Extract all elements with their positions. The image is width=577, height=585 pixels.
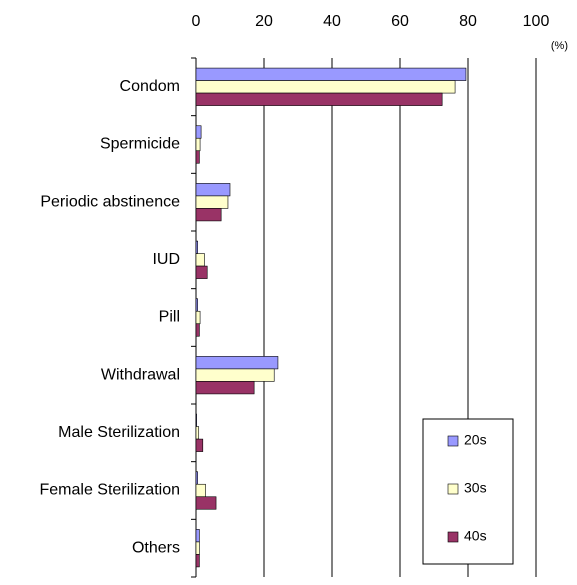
bar <box>195 368 275 382</box>
bar <box>195 471 198 485</box>
bar <box>195 208 222 222</box>
legend-label: 20s <box>464 432 487 448</box>
bar <box>195 298 198 312</box>
legend-box <box>422 418 514 565</box>
bar <box>195 137 201 152</box>
y-tick-label: Male Sterilization <box>58 424 180 441</box>
y-tick-label: Periodic abstinence <box>40 193 180 210</box>
x-tick-label: 80 <box>459 13 477 30</box>
y-tick-label: Pill <box>159 309 180 326</box>
bar <box>195 310 201 325</box>
legend-swatch <box>447 483 459 495</box>
legend-swatch <box>447 435 459 447</box>
bar <box>195 529 200 543</box>
legend-label: 40s <box>464 528 487 544</box>
bar <box>195 356 279 370</box>
bar <box>195 265 208 279</box>
y-tick-label: Condom <box>120 78 180 95</box>
bar <box>195 438 204 452</box>
y-tick-label: Female Sterilization <box>40 482 181 499</box>
x-tick-label: 40 <box>323 13 341 30</box>
legend-label: 30s <box>464 480 487 496</box>
bar <box>195 426 200 440</box>
bar <box>195 125 202 139</box>
bar <box>195 554 200 568</box>
bar <box>195 381 255 395</box>
y-tick-label: Others <box>132 539 180 556</box>
y-tick-label: Withdrawal <box>101 366 180 383</box>
bar <box>195 80 456 94</box>
bar <box>195 483 206 498</box>
bar <box>195 150 200 164</box>
bar <box>195 253 205 267</box>
x-tick-label: 100 <box>523 13 550 30</box>
x-tick-label: 20 <box>255 13 273 30</box>
bar <box>195 183 231 197</box>
x-tick-label: 0 <box>192 13 201 30</box>
bar <box>195 541 200 555</box>
bar <box>195 323 200 337</box>
bar <box>195 67 467 81</box>
bar <box>195 195 229 209</box>
y-tick-label: IUD <box>152 251 180 268</box>
bar <box>195 496 217 510</box>
legend-swatch <box>447 531 459 543</box>
bar <box>195 240 198 254</box>
bar <box>195 413 197 427</box>
y-tick-label: Spermicide <box>100 136 180 153</box>
bar <box>195 92 443 106</box>
unit-label: (%) <box>551 40 568 52</box>
x-tick-label: 60 <box>391 13 409 30</box>
